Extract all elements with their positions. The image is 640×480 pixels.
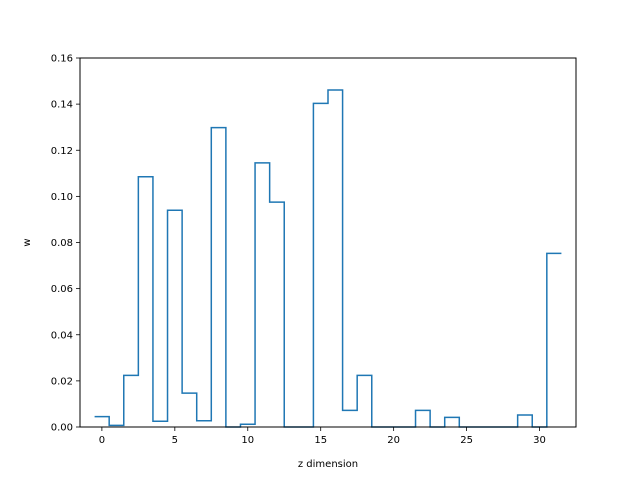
x-tick-label: 30 — [533, 435, 546, 446]
y-tick-label: 0.00 — [51, 423, 73, 434]
x-axis-label: z dimension — [298, 459, 358, 470]
y-tick-label: 0.12 — [51, 146, 73, 157]
series-line — [94, 89, 562, 428]
y-tick-label: 0.16 — [51, 54, 73, 65]
y-tick-label: 0.14 — [51, 100, 73, 111]
x-tick-label: 15 — [314, 435, 327, 446]
y-tick-label: 0.08 — [51, 238, 73, 249]
y-tick-label: 0.06 — [51, 284, 73, 295]
x-tick-label: 0 — [99, 435, 105, 446]
x-tick-label: 25 — [460, 435, 473, 446]
plot-frame — [79, 57, 577, 428]
x-tick-label: 10 — [241, 435, 254, 446]
y-tick-label: 0.02 — [51, 376, 73, 387]
x-tick-label: 20 — [387, 435, 400, 446]
x-tick-label: 5 — [172, 435, 178, 446]
y-tick-label: 0.04 — [51, 330, 73, 341]
y-axis-label: w — [22, 238, 33, 246]
y-tick-label: 0.10 — [51, 192, 73, 203]
